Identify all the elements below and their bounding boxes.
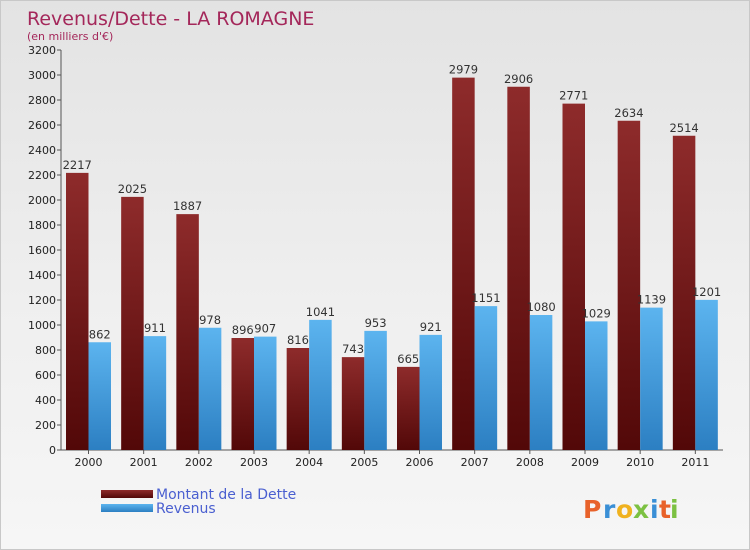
- debt-bar: [562, 103, 585, 450]
- revenue-bar: [529, 315, 553, 450]
- logo-letter: i: [670, 495, 679, 524]
- axes: 0 200 400 600 800 1000 1200 1400 1600 1800 2000 220…: [28, 44, 723, 469]
- revenue-value-label: 921: [420, 320, 442, 334]
- debt-value-label: 743: [342, 342, 364, 356]
- y-tick-label: 2000: [28, 194, 56, 207]
- x-tick-label: 2007: [461, 456, 489, 469]
- revenue-value-label: 911: [144, 321, 166, 335]
- revenue-bar: [474, 306, 498, 450]
- debt-bar: [507, 86, 530, 450]
- revenue-bar: [143, 336, 167, 450]
- debt-bar: [672, 135, 696, 450]
- debt-value-label: 2634: [614, 106, 643, 120]
- debt-value-label: 2514: [669, 121, 698, 135]
- x-tick-label: 2009: [571, 456, 599, 469]
- y-tick-label: 1600: [28, 244, 56, 257]
- revenue-value-label: 907: [254, 322, 276, 336]
- legend-label-debt: Montant de la Dette: [156, 487, 296, 503]
- chart-subtitle: (en milliers d'€): [27, 30, 113, 43]
- revenue-bar: [309, 319, 332, 450]
- debt-bar: [452, 77, 475, 450]
- revenue-value-label: 978: [199, 313, 221, 327]
- chart-title: Revenus/Dette - LA ROMAGNE: [27, 8, 314, 30]
- revenue-value-label: 953: [365, 316, 387, 330]
- debt-value-label: 2979: [449, 63, 478, 77]
- y-tick-label: 2200: [28, 169, 56, 182]
- logo-letter: i: [650, 495, 659, 524]
- debt-bar: [617, 120, 641, 450]
- y-tick-label: 0: [49, 444, 56, 457]
- x-tick-label: 2005: [350, 456, 378, 469]
- revenue-value-label: 1080: [526, 300, 555, 314]
- revenue-bar: [585, 321, 608, 450]
- x-tick-label: 2011: [681, 456, 709, 469]
- x-tick-label: 2000: [75, 456, 103, 469]
- debt-bar: [176, 214, 199, 450]
- logo-letter: o: [616, 495, 633, 524]
- x-tick-label: 2004: [295, 456, 323, 469]
- y-tick-label: 400: [35, 394, 56, 407]
- debt-value-label: 896: [232, 323, 254, 337]
- debt-bar: [231, 338, 254, 450]
- legend-swatch-debt: [101, 490, 153, 498]
- y-tick-label: 1200: [28, 294, 56, 307]
- debt-value-label: 816: [287, 333, 309, 347]
- y-tick-label: 2600: [28, 119, 56, 132]
- debt-value-label: 2217: [63, 158, 92, 172]
- y-tick-label: 600: [35, 369, 56, 382]
- y-tick-label: 800: [35, 344, 56, 357]
- legend-label-revenue: Revenus: [156, 501, 216, 517]
- x-tick-label: 2002: [185, 456, 213, 469]
- revenue-value-label: 862: [89, 327, 111, 341]
- revenue-bar: [364, 330, 387, 450]
- debt-value-label: 1887: [173, 199, 202, 213]
- debt-value-label: 2906: [504, 72, 533, 86]
- logo-letter: r: [603, 495, 616, 524]
- logo-letter: t: [659, 495, 671, 524]
- x-tick-label: 2001: [130, 456, 158, 469]
- revenue-bar: [88, 342, 111, 450]
- bars: 2217 862 2025 911 1887 978 896 907 816 1041 743953…: [63, 63, 721, 450]
- debt-bar: [397, 366, 420, 450]
- legend-swatch-revenue: [101, 504, 153, 512]
- x-tick-label: 2010: [626, 456, 654, 469]
- debt-value-label: 2025: [118, 182, 147, 196]
- x-tick-label: 2008: [516, 456, 544, 469]
- revenue-bar: [695, 299, 718, 450]
- debt-bar: [286, 348, 310, 450]
- debt-bar: [66, 172, 89, 450]
- revenue-value-label: 1041: [306, 305, 335, 319]
- y-tick-label: 1000: [28, 319, 56, 332]
- logo-letter: x: [633, 495, 649, 524]
- x-tick-label: 2003: [240, 456, 268, 469]
- y-tick-label: 3000: [28, 69, 56, 82]
- y-tick-label: 1400: [28, 269, 56, 282]
- revenue-value-label: 1139: [637, 293, 666, 307]
- revenue-bar: [419, 334, 442, 450]
- y-tick-label: 3200: [28, 44, 56, 57]
- x-tick-label: 2006: [406, 456, 434, 469]
- debt-value-label: 2771: [559, 89, 588, 103]
- revenue-bar: [640, 307, 663, 450]
- revenue-value-label: 1029: [582, 306, 611, 320]
- y-tick-label: 1800: [28, 219, 56, 232]
- y-tick-label: 200: [35, 419, 56, 432]
- revenue-bar: [254, 336, 277, 450]
- revenue-value-label: 1151: [471, 291, 500, 305]
- revenue-value-label: 1201: [692, 285, 721, 299]
- debt-bar: [341, 357, 365, 450]
- revenue-bar: [198, 327, 222, 450]
- y-tick-label: 2400: [28, 144, 56, 157]
- debt-value-label: 665: [397, 352, 419, 366]
- debt-bar: [121, 196, 144, 450]
- logo-letter: P: [583, 495, 601, 524]
- y-tick-label: 2800: [28, 94, 56, 107]
